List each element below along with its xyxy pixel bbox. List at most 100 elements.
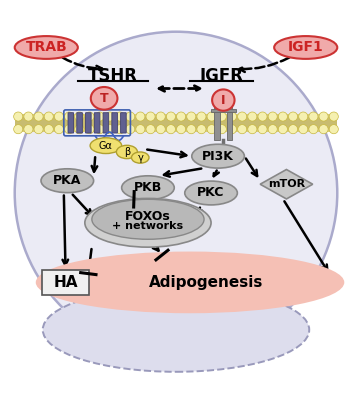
- Circle shape: [126, 112, 135, 121]
- Circle shape: [105, 125, 114, 134]
- Circle shape: [44, 125, 53, 134]
- Circle shape: [227, 112, 237, 121]
- FancyBboxPatch shape: [94, 113, 100, 133]
- Circle shape: [156, 125, 165, 134]
- Circle shape: [207, 112, 216, 121]
- Ellipse shape: [92, 199, 204, 239]
- Circle shape: [105, 112, 114, 121]
- FancyBboxPatch shape: [68, 113, 74, 133]
- Circle shape: [166, 112, 175, 121]
- FancyBboxPatch shape: [121, 113, 126, 133]
- Circle shape: [299, 112, 308, 121]
- Circle shape: [64, 125, 74, 134]
- Text: IGF1: IGF1: [288, 40, 323, 54]
- Text: PKB: PKB: [134, 181, 162, 194]
- Circle shape: [64, 112, 74, 121]
- Circle shape: [136, 125, 145, 134]
- Circle shape: [34, 112, 43, 121]
- Circle shape: [187, 125, 196, 134]
- Circle shape: [54, 125, 63, 134]
- Circle shape: [238, 125, 247, 134]
- Circle shape: [217, 112, 226, 121]
- Circle shape: [309, 125, 318, 134]
- Circle shape: [227, 125, 237, 134]
- Circle shape: [248, 125, 257, 134]
- Circle shape: [126, 125, 135, 134]
- Circle shape: [54, 112, 63, 121]
- FancyBboxPatch shape: [77, 113, 82, 133]
- Text: PI3K: PI3K: [202, 150, 234, 163]
- Circle shape: [95, 112, 104, 121]
- Circle shape: [75, 125, 84, 134]
- Circle shape: [75, 112, 84, 121]
- Circle shape: [85, 125, 94, 134]
- Text: FOXOs: FOXOs: [125, 210, 171, 223]
- Ellipse shape: [212, 90, 234, 111]
- Circle shape: [136, 112, 145, 121]
- Circle shape: [34, 125, 43, 134]
- Circle shape: [187, 112, 196, 121]
- Ellipse shape: [43, 288, 309, 372]
- Text: PKC: PKC: [197, 186, 225, 200]
- Text: TSHR: TSHR: [88, 66, 138, 84]
- Text: TRAB: TRAB: [25, 40, 67, 54]
- Bar: [15, 116, 337, 129]
- Circle shape: [278, 112, 288, 121]
- Bar: [227, 105, 232, 140]
- Text: β: β: [124, 147, 130, 157]
- Circle shape: [24, 112, 33, 121]
- Circle shape: [115, 125, 125, 134]
- Text: + networks: + networks: [112, 221, 183, 231]
- Circle shape: [309, 112, 318, 121]
- Ellipse shape: [185, 181, 237, 205]
- Circle shape: [207, 125, 216, 134]
- Circle shape: [319, 125, 328, 134]
- Circle shape: [95, 125, 104, 134]
- Circle shape: [197, 112, 206, 121]
- Ellipse shape: [274, 36, 337, 59]
- Ellipse shape: [15, 32, 337, 354]
- Circle shape: [197, 125, 206, 134]
- Text: I: I: [221, 94, 226, 106]
- Circle shape: [146, 125, 155, 134]
- Bar: [214, 105, 220, 140]
- Text: Gα: Gα: [99, 141, 113, 151]
- Circle shape: [177, 125, 186, 134]
- FancyBboxPatch shape: [86, 113, 91, 133]
- Circle shape: [329, 125, 338, 134]
- Circle shape: [156, 112, 165, 121]
- Circle shape: [248, 112, 257, 121]
- Circle shape: [289, 112, 298, 121]
- Ellipse shape: [85, 198, 211, 247]
- Circle shape: [238, 112, 247, 121]
- Text: Adipogenesis: Adipogenesis: [149, 275, 263, 290]
- Text: PKA: PKA: [53, 174, 82, 187]
- Circle shape: [166, 125, 175, 134]
- Circle shape: [258, 112, 267, 121]
- Ellipse shape: [90, 138, 122, 154]
- Text: T: T: [100, 92, 108, 105]
- Text: γ: γ: [137, 152, 143, 162]
- Text: IGFR: IGFR: [200, 66, 244, 84]
- Circle shape: [268, 125, 277, 134]
- Ellipse shape: [36, 252, 344, 313]
- Circle shape: [329, 112, 338, 121]
- Circle shape: [177, 112, 186, 121]
- Circle shape: [319, 112, 328, 121]
- Circle shape: [258, 125, 267, 134]
- Text: HA: HA: [53, 275, 78, 290]
- Circle shape: [146, 112, 155, 121]
- Circle shape: [217, 125, 226, 134]
- Circle shape: [289, 125, 298, 134]
- FancyBboxPatch shape: [103, 113, 109, 133]
- Circle shape: [115, 112, 125, 121]
- FancyBboxPatch shape: [42, 270, 89, 295]
- Circle shape: [85, 112, 94, 121]
- Ellipse shape: [132, 152, 149, 163]
- Circle shape: [268, 112, 277, 121]
- Circle shape: [278, 125, 288, 134]
- Ellipse shape: [41, 169, 94, 193]
- Ellipse shape: [91, 87, 118, 110]
- Circle shape: [14, 125, 23, 134]
- Ellipse shape: [117, 145, 137, 159]
